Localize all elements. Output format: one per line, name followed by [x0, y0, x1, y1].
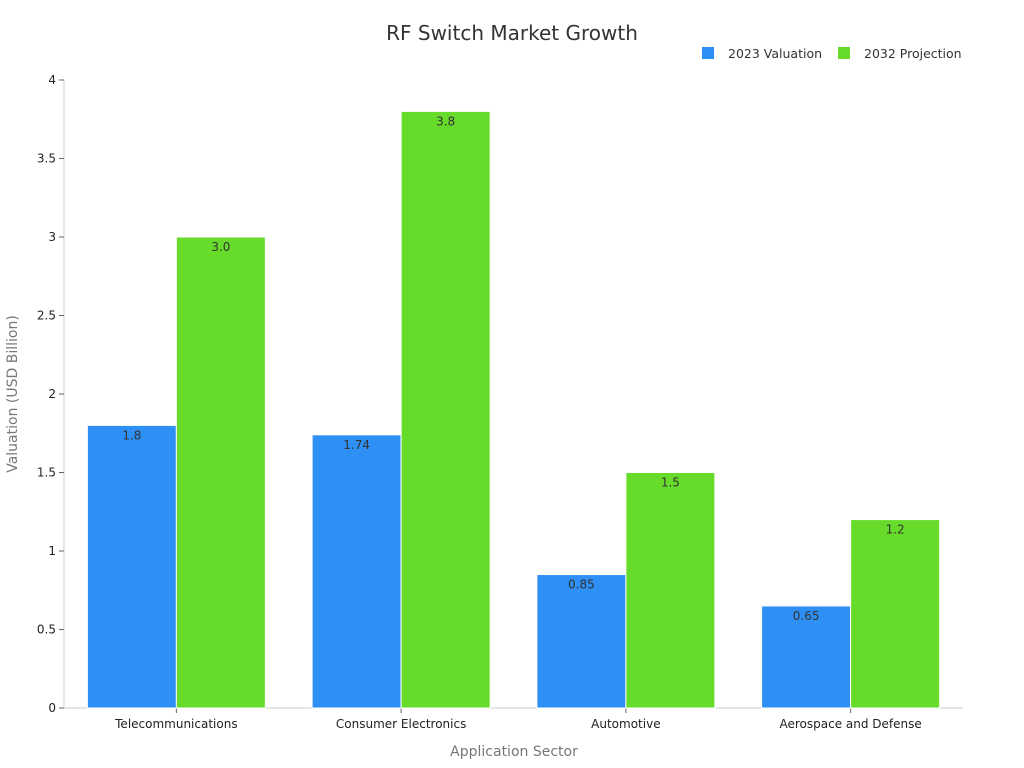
bar-data-label: 3.0	[211, 240, 230, 254]
x-tick-label: Automotive	[591, 717, 660, 731]
x-tick-label: Consumer Electronics	[336, 717, 466, 731]
y-tick-label: 1	[48, 544, 56, 558]
bar-valuation-2023	[761, 605, 852, 709]
legend-label: 2023 Valuation	[728, 46, 822, 61]
bar-data-label: 1.8	[122, 428, 141, 442]
bar-data-label: 0.65	[793, 609, 820, 623]
chart-title: RF Switch Market Growth	[386, 21, 638, 45]
legend-swatch	[702, 47, 714, 59]
bar-valuation-2023	[311, 434, 402, 709]
bar-data-label: 0.85	[568, 578, 595, 592]
x-axis: Telecommunications Consumer Electronics Au…	[64, 707, 963, 731]
bar-projection-2032	[400, 110, 491, 709]
y-tick-label: 4	[48, 73, 56, 87]
y-tick-label: 0	[48, 701, 56, 715]
data-labels-group: 1.8 3.0 1.74 3.8 0.85 1.5 0.65 1.2	[122, 114, 904, 623]
y-tick-label: 3.5	[37, 152, 56, 166]
x-tick-label: Telecommunications	[114, 717, 237, 731]
bar-projection-2032	[175, 236, 266, 709]
bars-group	[86, 110, 941, 709]
y-tick-label: 1.5	[37, 466, 56, 480]
bar-data-label: 1.2	[886, 523, 905, 537]
bar-data-label: 3.8	[436, 114, 455, 128]
bar-data-label: 1.74	[343, 438, 370, 452]
y-tick-label: 3	[48, 230, 56, 244]
y-tick-label: 2	[48, 387, 56, 401]
bar-valuation-2023	[86, 424, 177, 709]
y-tick-label: 2.5	[37, 309, 56, 323]
y-axis: 0 0.5 1 1.5 2 2.5 3 3.5 4	[37, 73, 65, 715]
legend-label: 2032 Projection	[864, 46, 962, 61]
bar-data-label: 1.5	[661, 476, 680, 490]
legend-swatch	[838, 47, 850, 59]
legend: 2023 Valuation 2032 Projection	[702, 46, 962, 61]
bar-projection-2032	[850, 519, 941, 709]
bar-projection-2032	[625, 472, 716, 709]
y-axis-title: Valuation (USD Billion)	[5, 315, 21, 473]
y-tick-label: 0.5	[37, 623, 56, 637]
x-tick-label: Aerospace and Defense	[779, 717, 921, 731]
x-axis-title: Application Sector	[450, 744, 578, 760]
bar-valuation-2023	[536, 574, 627, 709]
